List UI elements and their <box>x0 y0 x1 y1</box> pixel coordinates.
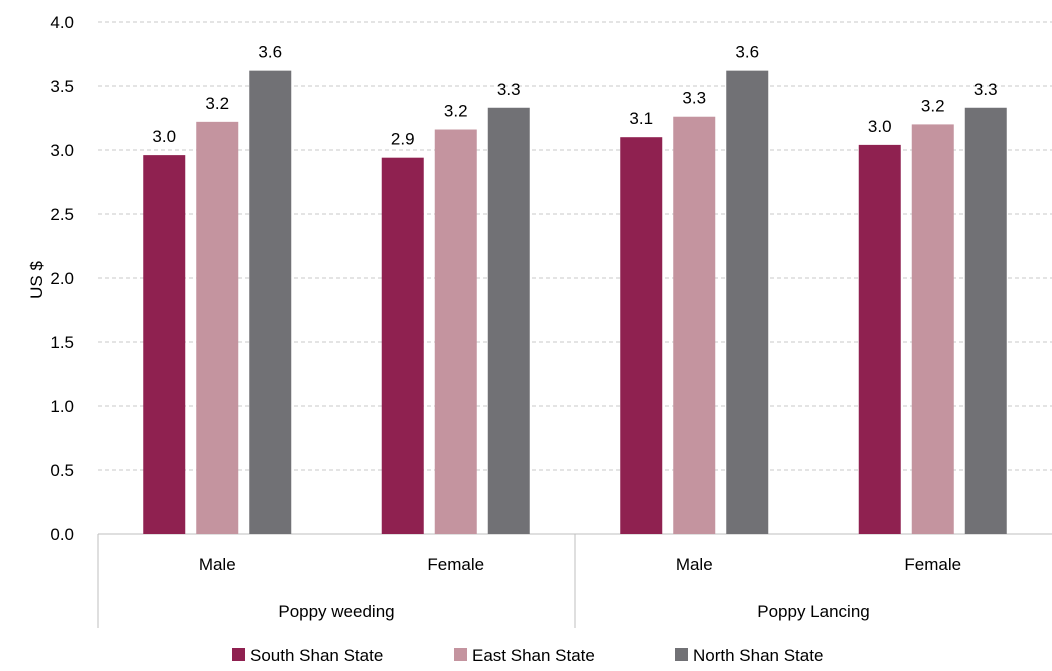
x-category-label: Female <box>904 555 961 574</box>
bar <box>965 108 1007 534</box>
data-label: 3.6 <box>258 43 282 62</box>
bar <box>859 145 901 534</box>
legend-label: North Shan State <box>693 646 823 665</box>
data-label: 3.3 <box>974 80 998 99</box>
bar <box>488 108 530 534</box>
y-tick-label: 0.0 <box>50 525 74 544</box>
data-label: 3.3 <box>682 89 706 108</box>
data-label: 2.9 <box>391 130 415 149</box>
y-axis-title: US $ <box>27 261 46 299</box>
y-tick-label: 3.0 <box>50 141 74 160</box>
data-label: 3.2 <box>205 94 229 113</box>
data-label: 3.6 <box>735 43 759 62</box>
data-label: 3.3 <box>497 80 521 99</box>
x-group-label: Poppy Lancing <box>757 602 869 621</box>
bar <box>620 137 662 534</box>
x-category-label: Male <box>199 555 236 574</box>
y-tick-label: 4.0 <box>50 13 74 32</box>
y-tick-label: 2.5 <box>50 205 74 224</box>
legend-swatch <box>232 648 245 661</box>
legend-label: East Shan State <box>472 646 595 665</box>
bar <box>435 130 477 534</box>
bar <box>673 117 715 534</box>
data-label: 3.0 <box>868 117 892 136</box>
bar <box>143 155 185 534</box>
legend-swatch <box>454 648 467 661</box>
data-label: 3.2 <box>444 102 468 121</box>
bar <box>726 71 768 534</box>
data-label: 3.0 <box>152 127 176 146</box>
y-tick-label: 0.5 <box>50 461 74 480</box>
data-label: 3.2 <box>921 96 945 115</box>
x-category-label: Male <box>676 555 713 574</box>
bar <box>249 71 291 534</box>
data-label: 3.1 <box>629 109 653 128</box>
y-tick-label: 1.0 <box>50 397 74 416</box>
legend-label: South Shan State <box>250 646 383 665</box>
y-tick-label: 3.5 <box>50 77 74 96</box>
bar <box>196 122 238 534</box>
x-group-label: Poppy weeding <box>278 602 394 621</box>
y-tick-label: 1.5 <box>50 333 74 352</box>
legend-swatch <box>675 648 688 661</box>
y-tick-label: 2.0 <box>50 269 74 288</box>
bar <box>912 124 954 534</box>
bar <box>382 158 424 534</box>
x-category-label: Female <box>427 555 484 574</box>
